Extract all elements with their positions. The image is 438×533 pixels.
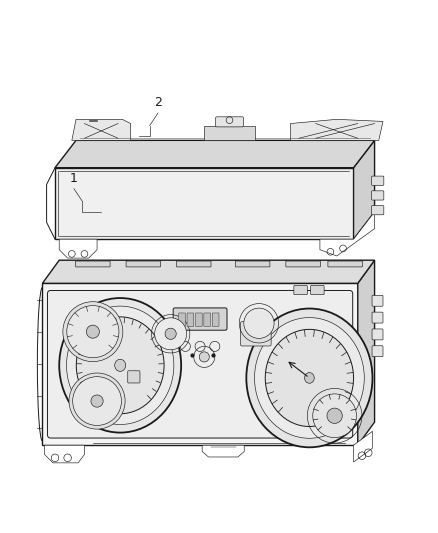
Ellipse shape [59, 298, 181, 433]
Polygon shape [59, 239, 97, 258]
Polygon shape [320, 212, 374, 256]
Ellipse shape [254, 318, 364, 438]
Ellipse shape [67, 306, 174, 424]
Polygon shape [42, 260, 374, 284]
FancyBboxPatch shape [187, 313, 194, 326]
Ellipse shape [91, 395, 103, 407]
FancyBboxPatch shape [372, 295, 383, 306]
FancyBboxPatch shape [179, 313, 185, 326]
FancyBboxPatch shape [294, 286, 307, 295]
Text: 2: 2 [154, 96, 162, 109]
Circle shape [244, 308, 274, 338]
FancyBboxPatch shape [177, 261, 211, 267]
Polygon shape [55, 140, 374, 168]
FancyBboxPatch shape [126, 261, 161, 267]
FancyBboxPatch shape [371, 206, 384, 215]
Polygon shape [358, 260, 374, 445]
FancyBboxPatch shape [195, 313, 202, 326]
FancyBboxPatch shape [173, 308, 227, 330]
FancyBboxPatch shape [371, 191, 384, 200]
Ellipse shape [76, 317, 164, 414]
FancyBboxPatch shape [240, 321, 271, 346]
Ellipse shape [63, 302, 123, 362]
Circle shape [327, 408, 342, 423]
FancyBboxPatch shape [372, 346, 383, 357]
Polygon shape [204, 126, 255, 140]
Ellipse shape [67, 305, 119, 358]
Ellipse shape [115, 359, 126, 372]
FancyBboxPatch shape [204, 313, 211, 326]
Polygon shape [353, 431, 372, 462]
Ellipse shape [86, 325, 99, 338]
FancyBboxPatch shape [128, 371, 140, 383]
Polygon shape [72, 119, 131, 140]
Circle shape [155, 318, 187, 350]
FancyBboxPatch shape [215, 117, 244, 127]
FancyBboxPatch shape [311, 286, 324, 295]
Circle shape [199, 352, 209, 362]
Polygon shape [202, 445, 244, 457]
FancyBboxPatch shape [286, 261, 320, 267]
Ellipse shape [69, 373, 125, 429]
Polygon shape [55, 168, 353, 239]
Polygon shape [290, 119, 383, 140]
FancyBboxPatch shape [372, 329, 383, 340]
Ellipse shape [304, 373, 314, 383]
FancyBboxPatch shape [371, 176, 384, 185]
FancyBboxPatch shape [328, 261, 362, 267]
Circle shape [313, 394, 357, 438]
FancyBboxPatch shape [372, 312, 383, 323]
Text: 1: 1 [70, 172, 78, 184]
Ellipse shape [265, 329, 353, 426]
FancyBboxPatch shape [212, 313, 219, 326]
FancyBboxPatch shape [235, 261, 270, 267]
FancyBboxPatch shape [47, 290, 353, 438]
Polygon shape [45, 445, 85, 463]
Ellipse shape [246, 309, 372, 447]
Ellipse shape [73, 377, 121, 425]
Polygon shape [42, 284, 358, 445]
Polygon shape [353, 140, 374, 239]
FancyBboxPatch shape [76, 261, 110, 267]
Circle shape [165, 328, 176, 340]
